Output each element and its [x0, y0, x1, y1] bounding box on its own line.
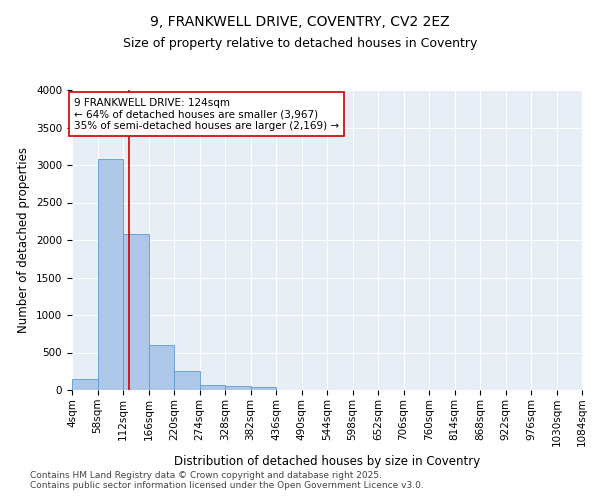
- Y-axis label: Number of detached properties: Number of detached properties: [17, 147, 31, 333]
- Text: Contains HM Land Registry data © Crown copyright and database right 2025.
Contai: Contains HM Land Registry data © Crown c…: [30, 470, 424, 490]
- Bar: [174, 371, 199, 390]
- Bar: [225, 386, 251, 390]
- Text: Size of property relative to detached houses in Coventry: Size of property relative to detached ho…: [123, 38, 477, 51]
- Bar: [251, 387, 276, 390]
- Bar: [200, 385, 225, 390]
- Bar: [72, 379, 97, 390]
- Bar: [149, 345, 174, 390]
- X-axis label: Distribution of detached houses by size in Coventry: Distribution of detached houses by size …: [174, 454, 480, 468]
- Text: 9 FRANKWELL DRIVE: 124sqm
← 64% of detached houses are smaller (3,967)
35% of se: 9 FRANKWELL DRIVE: 124sqm ← 64% of detac…: [74, 98, 339, 130]
- Bar: [123, 234, 149, 390]
- Bar: [97, 159, 123, 390]
- Text: 9, FRANKWELL DRIVE, COVENTRY, CV2 2EZ: 9, FRANKWELL DRIVE, COVENTRY, CV2 2EZ: [150, 15, 450, 29]
